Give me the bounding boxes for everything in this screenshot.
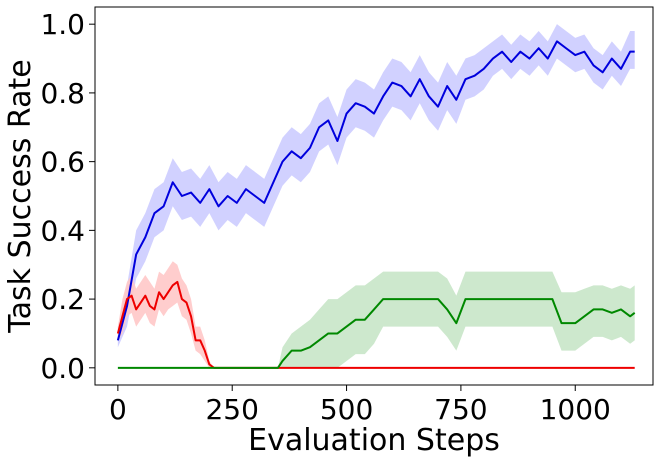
x-tick-label: 250 xyxy=(205,393,258,426)
series-0-line xyxy=(116,40,635,341)
y-tick-label: 1.0 xyxy=(40,8,85,41)
y-tick-label: 0.2 xyxy=(40,283,85,316)
x-tick-label: 1000 xyxy=(540,393,611,426)
series-1-band xyxy=(117,261,635,368)
x-tick-label: 500 xyxy=(320,393,373,426)
x-axis-ticks: 0 250 500 750 1000 xyxy=(109,385,611,426)
x-tick-label: 750 xyxy=(434,393,487,426)
plot-frame xyxy=(94,6,654,386)
y-tick-label: 0.0 xyxy=(40,352,85,385)
series-2-line xyxy=(117,298,636,369)
x-axis-label: Evaluation Steps xyxy=(248,423,500,458)
confidence-bands xyxy=(117,24,635,368)
y-tick-label: 0.6 xyxy=(40,146,85,179)
y-axis-label: Task Success Rate xyxy=(3,59,38,333)
y-axis-ticks: 0.0 0.2 0.4 0.6 0.8 1.0 xyxy=(40,8,95,385)
series-2-band xyxy=(117,271,635,368)
series-1-line xyxy=(116,280,635,369)
x-tick-label: 0 xyxy=(109,393,127,426)
series-lines xyxy=(116,40,636,369)
y-tick-label: 0.4 xyxy=(40,214,85,247)
series-0-band xyxy=(117,24,635,348)
y-tick-label: 0.8 xyxy=(40,77,85,110)
